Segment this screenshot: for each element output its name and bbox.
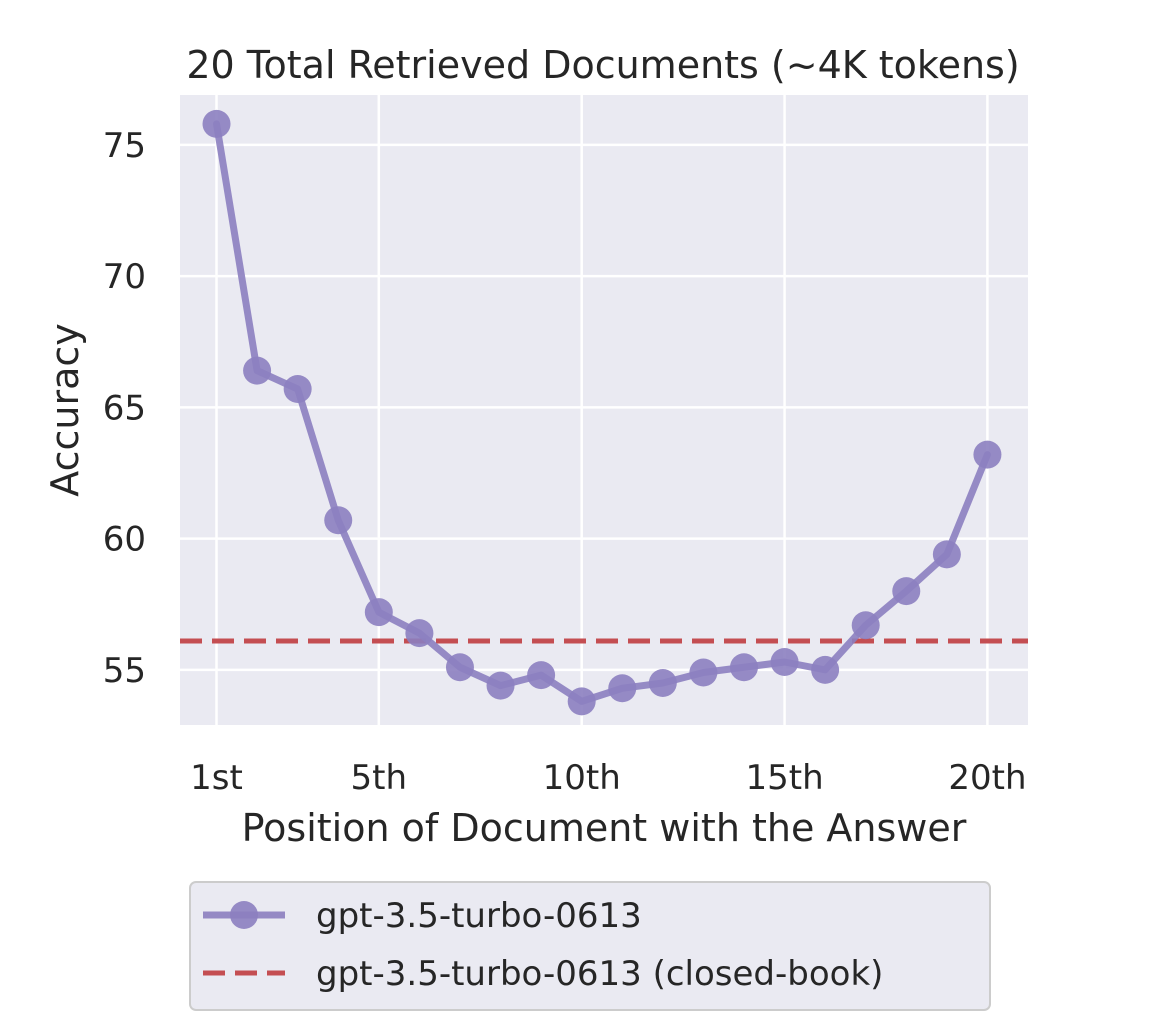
data-point [567, 687, 596, 716]
x-tick-label: 20th [948, 758, 1026, 798]
y-axis-label: Accuracy [43, 323, 87, 497]
y-tick-label: 70 [103, 257, 146, 297]
plot-area [180, 95, 1028, 725]
data-point [770, 648, 799, 676]
x-axis-label: Position of Document with the Answer [242, 806, 967, 850]
legend-label-closed-book: gpt-3.5-turbo-0613 (closed-book) [316, 954, 883, 994]
data-point [973, 440, 1002, 469]
data-point [445, 653, 474, 682]
data-point [202, 109, 231, 138]
data-point [324, 506, 353, 535]
data-point [364, 598, 393, 627]
legend-marker-line [203, 901, 285, 929]
data-point [527, 661, 556, 690]
data-point [811, 655, 840, 684]
data-point [892, 577, 921, 606]
x-tick-label: 15th [745, 758, 823, 798]
data-point [851, 611, 880, 640]
legend-dot [230, 901, 258, 929]
data-point [648, 669, 677, 697]
y-tick-label: 75 [103, 126, 146, 166]
legend-label-series: gpt-3.5-turbo-0613 [316, 896, 642, 936]
data-point [283, 375, 312, 403]
chart-title: 20 Total Retrieved Documents (~4K tokens… [186, 43, 1019, 87]
data-point [243, 356, 272, 385]
legend-frame [189, 881, 991, 1011]
series-layer [180, 109, 1028, 716]
y-tick-label: 55 [103, 651, 146, 691]
y-tick-label: 60 [103, 520, 146, 560]
data-point [486, 671, 515, 700]
data-point [729, 653, 758, 682]
legend: gpt-3.5-turbo-0613 gpt-3.5-turbo-0613 (c… [189, 881, 991, 1011]
data-point [932, 540, 961, 569]
x-tick-label: 1st [190, 758, 243, 798]
x-tick-label: 5th [351, 758, 408, 798]
y-tick-label: 65 [103, 388, 146, 428]
y-tick-labels: 55 60 65 70 75 [103, 126, 146, 691]
grid-lines [180, 95, 1028, 725]
x-tick-label: 10th [543, 758, 621, 798]
x-tick-labels: 1st 5th 10th 15th 20th [190, 758, 1026, 798]
data-point [689, 658, 718, 687]
data-point [608, 674, 637, 703]
data-point [405, 619, 434, 648]
